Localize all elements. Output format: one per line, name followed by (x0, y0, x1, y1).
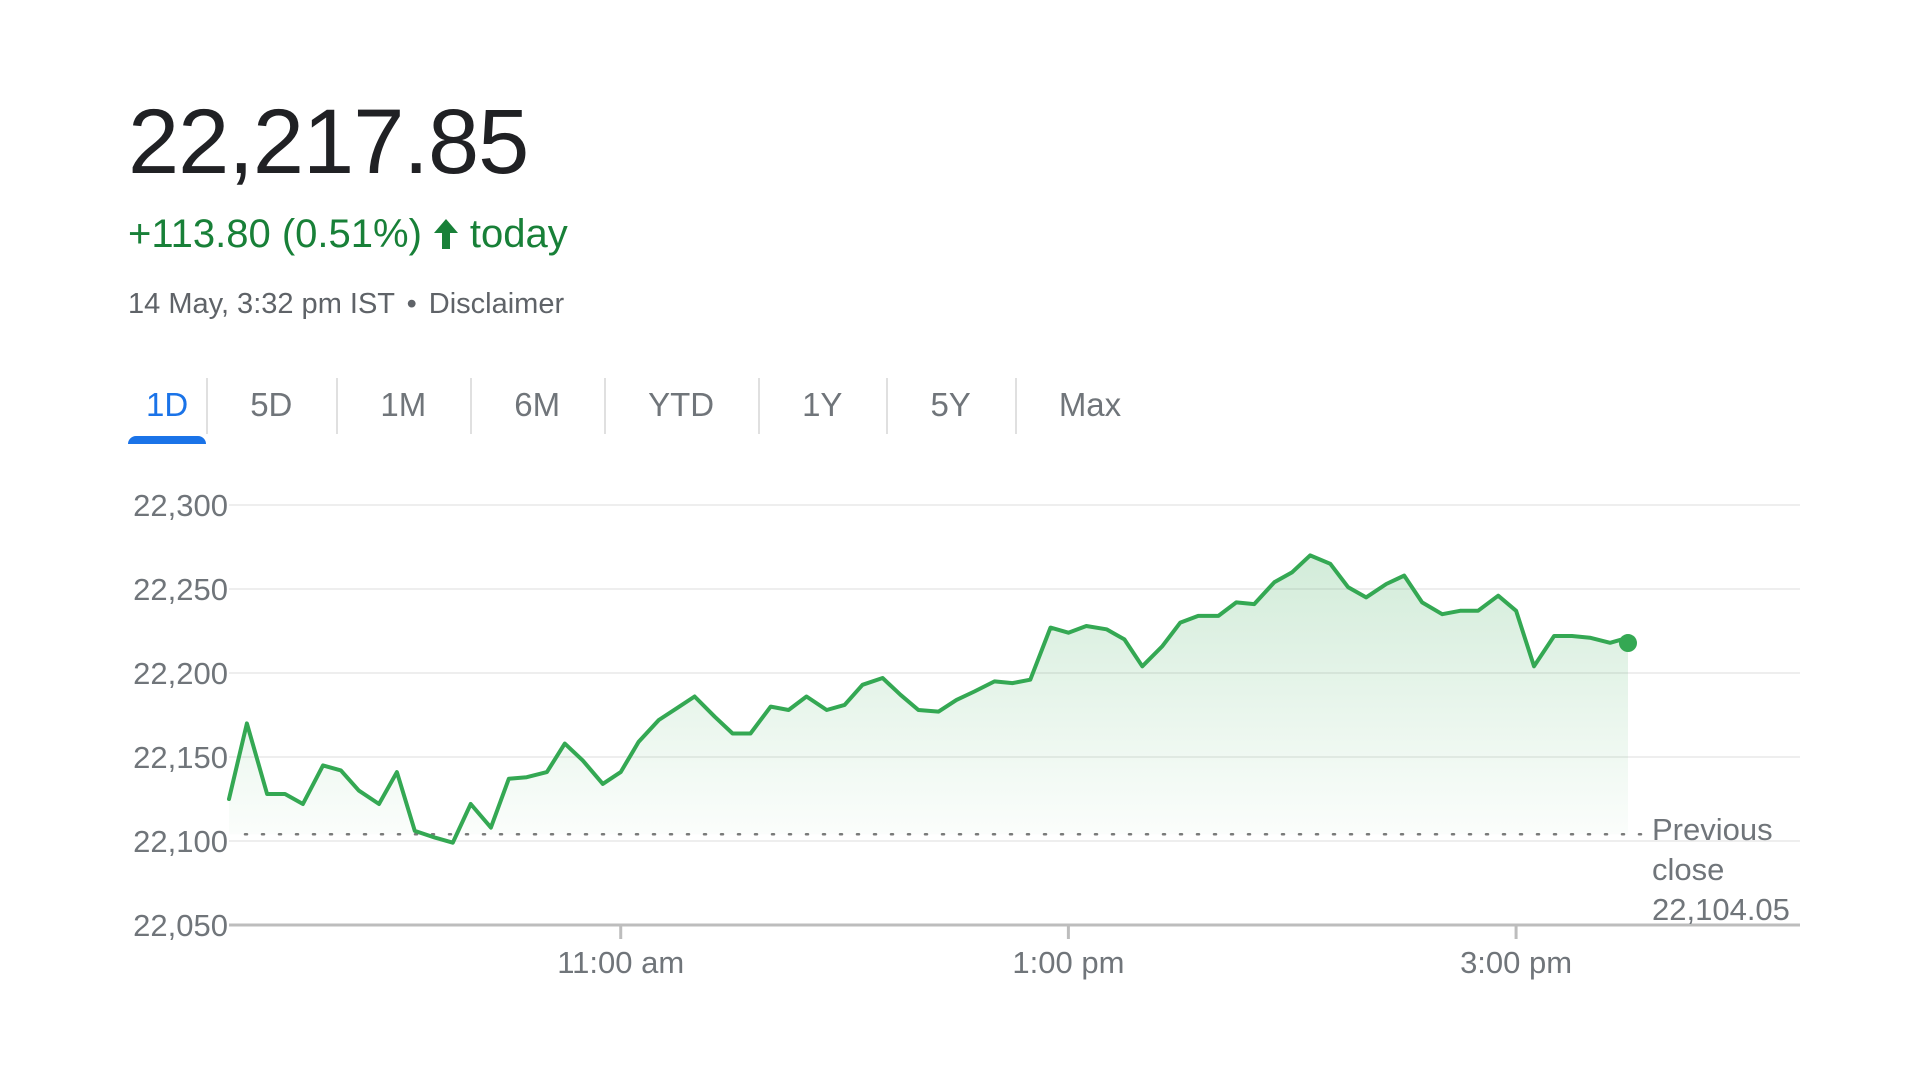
y-tick-label: 22,250 (133, 572, 228, 607)
price-line (227, 553, 1630, 845)
y-tick-label: 22,050 (133, 908, 228, 943)
previous-close-label: close (1652, 852, 1724, 887)
change-period: today (469, 212, 568, 256)
tab-1y[interactable]: 1Y (758, 374, 886, 436)
quote-timestamp: 14 May, 3:32 pm IST (128, 288, 395, 320)
quote-meta: 14 May, 3:32 pm IST • Disclaimer (128, 290, 564, 319)
y-tick-label: 22,100 (133, 824, 228, 859)
price-area (229, 555, 1628, 835)
previous-close-label: 22,104.05 (1652, 892, 1790, 927)
current-price: 22,217.85 (128, 91, 529, 193)
price-change: +113.80 (0.51%) today (128, 214, 568, 254)
x-tick-label: 11:00 am (557, 945, 684, 980)
y-tick-label: 22,300 (133, 488, 228, 523)
current-price-point (1619, 634, 1637, 653)
x-tick-label: 1:00 pm (1012, 945, 1124, 980)
tab-ytd[interactable]: YTD (604, 374, 758, 436)
meta-separator: • (406, 288, 417, 320)
range-tabs: 1D 5D 1M 6M YTD 1Y 5Y Max (128, 374, 1165, 444)
x-tick-label: 3:00 pm (1460, 945, 1572, 980)
y-tick-label: 22,150 (133, 740, 228, 775)
disclaimer-link[interactable]: Disclaimer (428, 288, 565, 320)
tab-5y[interactable]: 5Y (886, 374, 1014, 436)
tab-1m[interactable]: 1M (336, 374, 470, 436)
tab-1d[interactable]: 1D (128, 374, 207, 444)
tab-max[interactable]: Max (1014, 374, 1165, 436)
change-value: +113.80 (0.51%) (128, 212, 422, 256)
tab-5d[interactable]: 5D (206, 374, 336, 436)
tab-6m[interactable]: 6M (470, 374, 604, 436)
previous-close-label: Previous (1652, 812, 1773, 847)
y-tick-label: 22,200 (133, 656, 228, 691)
arrow-up-icon (433, 219, 458, 249)
